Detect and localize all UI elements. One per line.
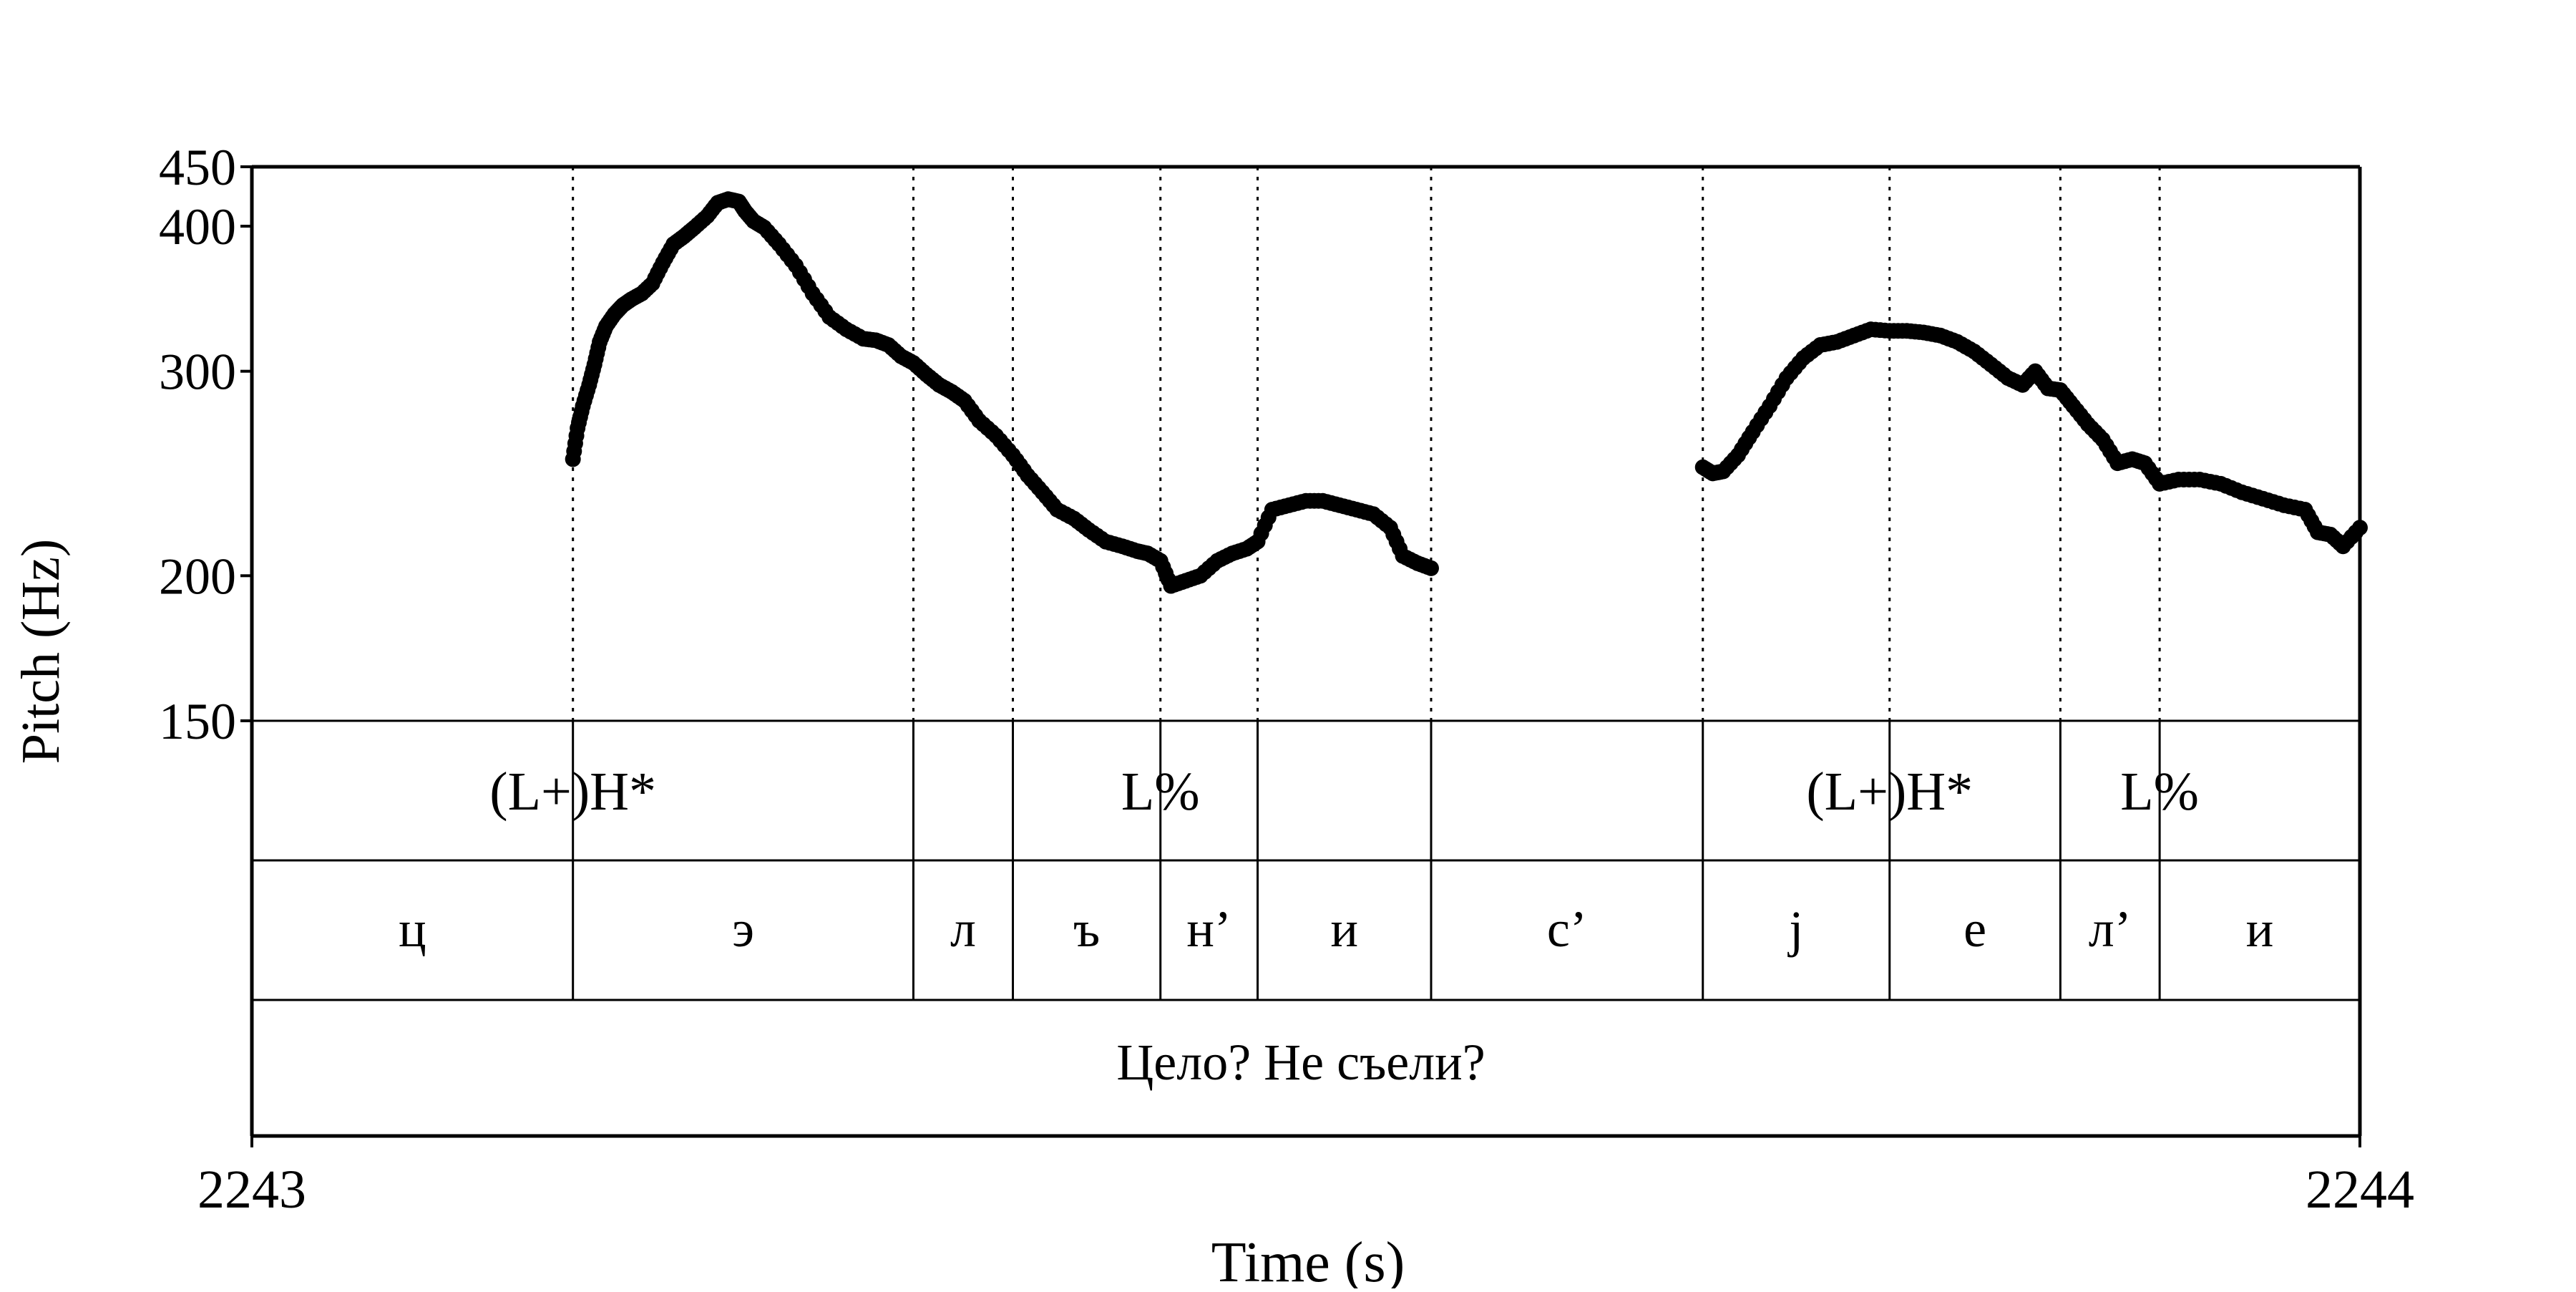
segment-label: j <box>1787 900 1803 958</box>
x-tick-label: 2243 <box>197 1160 306 1220</box>
segment-label: л’ <box>2089 900 2132 958</box>
tone-label: (L+)H* <box>1806 762 1973 822</box>
x-axis: 2243 2244 <box>197 1136 2414 1220</box>
segment-label: ъ <box>1073 900 1100 958</box>
segment-label: с’ <box>1547 900 1587 958</box>
segment-label: е <box>1963 900 1986 958</box>
segment-label: ц <box>399 900 426 958</box>
pitch-points-layer <box>565 191 2368 594</box>
x-axis-label: Time (s) <box>1211 1231 1405 1288</box>
tone-label: (L+)H* <box>489 762 656 822</box>
pitch-point <box>2352 520 2368 536</box>
segment-label: л <box>950 900 976 958</box>
x-tick-label: 2244 <box>2306 1160 2414 1220</box>
tone-tier: (L+)H* L% (L+)H* L% <box>489 762 2199 822</box>
y-tick-label: 400 <box>159 198 236 256</box>
y-axis-label: Pitch (Hz) <box>11 539 71 764</box>
boundary-layer <box>572 167 2161 1000</box>
segment-tier: ц э л ъ н’ и с’ j е л’ и <box>399 900 2273 958</box>
y-tick-label: 450 <box>159 139 236 196</box>
tone-label: L% <box>2120 762 2199 822</box>
y-tick-label: 200 <box>159 548 236 605</box>
y-tick-label: 300 <box>159 344 236 401</box>
segment-label: н’ <box>1186 900 1231 958</box>
y-tick-label: 150 <box>159 693 236 750</box>
pitch-point <box>1423 560 1439 576</box>
segment-label: и <box>1330 900 1358 958</box>
tone-label: L% <box>1121 762 1200 822</box>
segment-label: э <box>732 900 754 958</box>
utterance-label: Цело? Не съели? <box>1116 1034 1485 1091</box>
segment-label: и <box>2246 900 2274 958</box>
